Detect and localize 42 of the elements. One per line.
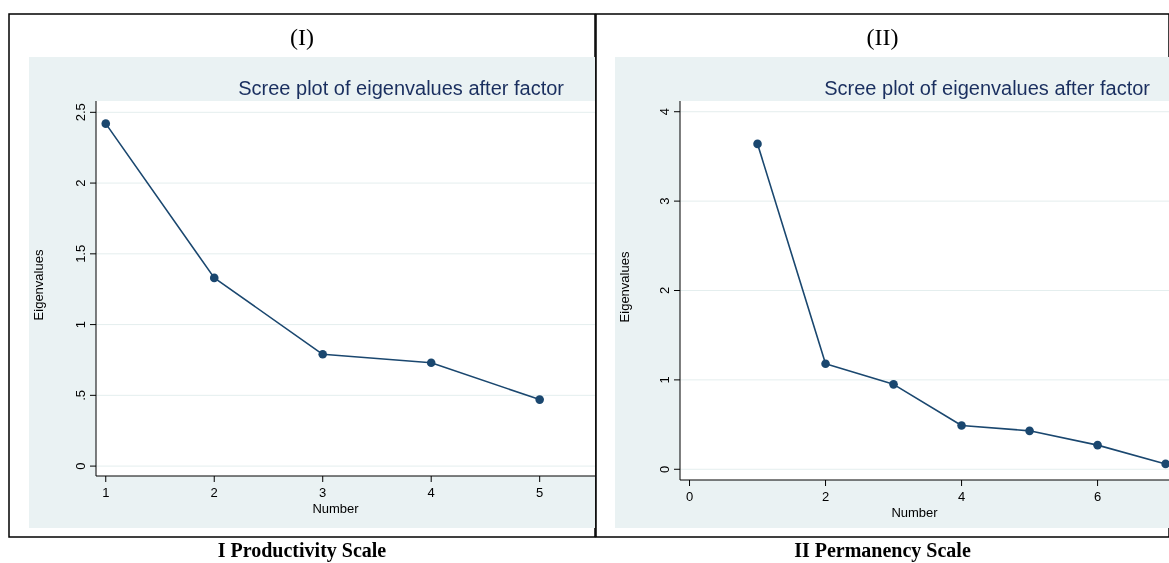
y-axis-title: Eigenvalues <box>617 251 632 323</box>
y-tick-label: 4 <box>657 108 672 116</box>
y-tick-label: 0 <box>73 462 88 470</box>
y-axis-title: Eigenvalues <box>31 249 46 321</box>
y-tick-label: 0 <box>657 465 672 473</box>
x-tick-label: 1 <box>102 485 110 500</box>
y-tick-label: 3 <box>657 197 672 205</box>
point <box>957 421 966 430</box>
x-tick-label: 3 <box>319 485 327 500</box>
x-axis-title: Number <box>312 501 360 516</box>
point <box>1093 440 1102 450</box>
chart-title: (I) <box>290 24 314 50</box>
point <box>101 119 111 128</box>
x-tick-label: 6 <box>1093 489 1102 504</box>
y-tick-label: 1 <box>73 320 88 329</box>
x-tick-label: 4 <box>427 485 435 500</box>
y-tick-label: 2 <box>657 286 672 295</box>
chart-subtitle: Scree plot of eigenvalues after factor <box>238 77 565 99</box>
x-tick-label: 2 <box>821 489 830 504</box>
chart-title: (II) <box>866 24 899 50</box>
x-axis-title: Number <box>891 505 939 520</box>
y-tick-label: 2 <box>73 179 88 187</box>
x-tick-label: 5 <box>536 485 544 500</box>
point <box>1025 426 1034 436</box>
point <box>535 395 544 404</box>
y-tick-label: 2.5 <box>73 103 88 122</box>
point <box>426 358 436 368</box>
point <box>318 350 328 359</box>
y-tick-label: .5 <box>73 389 88 401</box>
chart-subtitle: Scree plot of eigenvalues after factor <box>824 77 1151 99</box>
y-tick-label: 1.5 <box>73 244 88 263</box>
point <box>209 273 219 283</box>
y-tick-label: 1 <box>657 376 672 384</box>
text: I Productivity Scale <box>217 539 387 562</box>
point <box>1161 459 1169 469</box>
point <box>821 359 830 369</box>
x-tick-label: 2 <box>210 485 218 500</box>
point <box>889 380 898 389</box>
x-tick-label: 0 <box>685 489 694 504</box>
point <box>753 139 762 149</box>
x-tick-label: 4 <box>957 489 966 504</box>
text: II Permanency Scale <box>794 539 971 562</box>
